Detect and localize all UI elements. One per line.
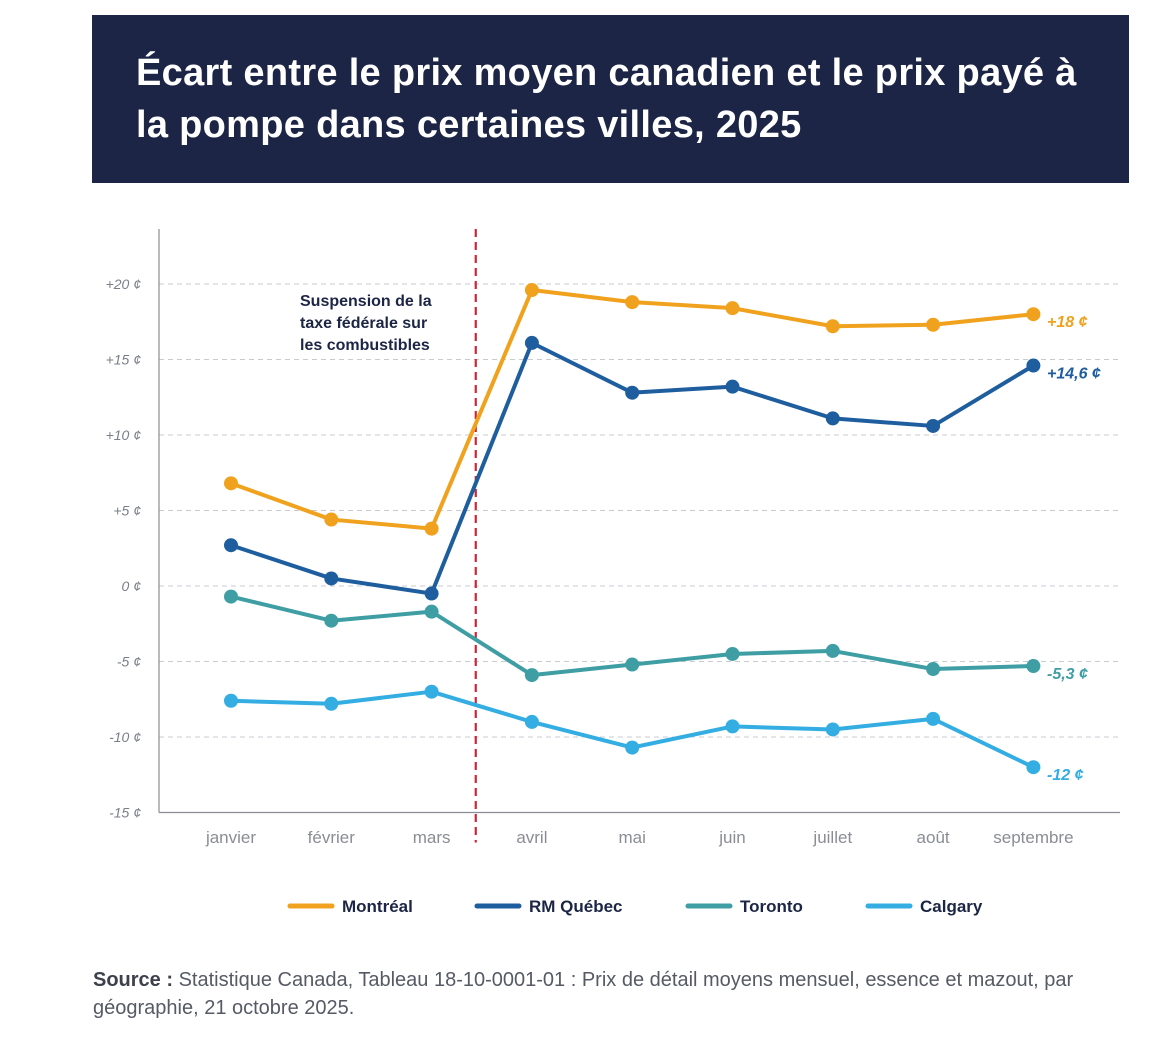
data-point-calgary [926,711,941,726]
data-point-calgary [424,684,439,699]
data-point-montreal [524,283,539,298]
data-point-montreal [725,301,740,316]
end-label-montreal: +18 ¢ [1047,314,1088,331]
data-point-calgary [524,714,539,729]
data-point-rm-quebec [625,385,640,400]
data-point-montreal [825,319,840,334]
data-point-rm-quebec [926,418,941,433]
data-point-rm-quebec [524,335,539,350]
data-point-toronto [926,662,941,677]
source-label: Source : [93,969,174,991]
legend-label: Toronto [740,897,803,916]
data-point-toronto [725,646,740,661]
y-tick-label: +15 ¢ [106,352,142,368]
chart-title: Écart entre le prix moyen canadien et le… [136,52,1077,146]
y-tick-label: +20 ¢ [106,276,142,292]
x-tick-label: mars [413,828,451,847]
x-tick-label: mai [618,828,645,847]
end-label-calgary: -12 ¢ [1047,767,1084,784]
data-point-rm-quebec [324,571,339,586]
legend-label: Calgary [920,897,983,916]
legend-label: Montréal [342,897,413,916]
x-tick-label: février [308,828,356,847]
end-label-rm-quebec: +14,6 ¢ [1047,366,1101,383]
y-tick-label: -15 ¢ [109,805,141,821]
data-point-rm-quebec [725,379,740,394]
data-point-toronto [625,657,640,672]
data-point-toronto [825,643,840,658]
x-tick-label: septembre [993,828,1073,847]
y-tick-label: -10 ¢ [109,729,141,745]
data-point-calgary [725,719,740,734]
data-point-montreal [424,521,439,536]
data-point-toronto [1026,659,1041,674]
data-point-rm-quebec [224,538,238,553]
data-point-rm-quebec [424,586,439,601]
data-point-montreal [324,512,339,527]
data-point-calgary [625,740,640,755]
x-tick-label: janvier [205,828,256,847]
data-point-calgary [324,696,339,711]
source-note: Source : Statistique Canada, Tableau 18-… [93,966,1133,1022]
series-line-rm-quebec [229,340,1036,596]
end-label-toronto: -5,3 ¢ [1047,666,1088,683]
data-point-toronto [224,589,238,604]
y-tick-label: -5 ¢ [117,654,141,670]
y-tick-label: 0 ¢ [122,578,142,594]
y-tick-label: +5 ¢ [113,503,141,519]
annotation-text: taxe fédérale sur [300,315,427,332]
data-point-montreal [224,476,238,491]
data-point-montreal [926,317,941,332]
y-tick-label: +10 ¢ [106,427,142,443]
data-point-calgary [224,693,238,708]
data-point-rm-quebec [825,411,840,426]
series-line-calgary [229,689,1036,770]
x-tick-label: avril [516,828,547,847]
source-text: Statistique Canada, Tableau 18-10-0001-0… [93,969,1074,1019]
data-point-calgary [1026,760,1041,775]
x-tick-label: août [917,828,950,847]
data-point-montreal [625,295,640,310]
x-tick-label: juin [718,828,745,847]
data-point-toronto [424,604,439,619]
annotation-text: Suspension de la [300,293,432,310]
data-point-rm-quebec [1026,358,1041,373]
legend-label: RM Québec [529,897,623,916]
data-point-toronto [524,668,539,683]
data-point-calgary [825,722,840,737]
line-chart: +20 ¢ +15 ¢ +10 ¢ +5 ¢ 0 ¢ -5 ¢ -10 ¢ -15 ¢ janv… [106,229,1120,916]
title-banner: Écart entre le prix moyen canadien et le… [92,15,1129,183]
data-point-montreal [1026,307,1041,322]
data-point-toronto [324,613,339,628]
annotation-text: les combustibles [300,337,430,354]
x-tick-label: juillet [812,828,852,847]
